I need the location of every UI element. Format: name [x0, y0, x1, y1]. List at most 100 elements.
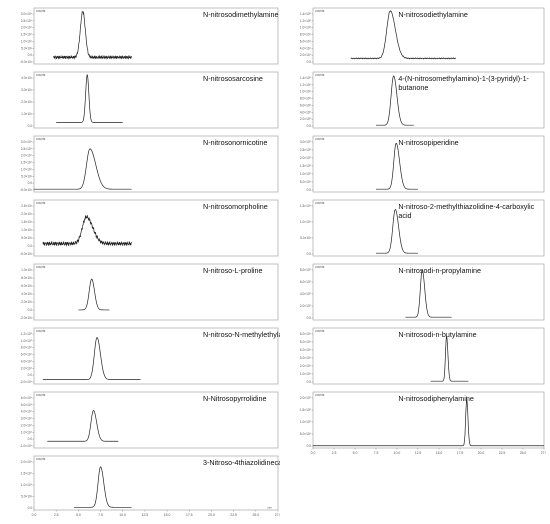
y-tick-label: 2.0×10⁵: [300, 156, 312, 160]
y-tick-label: 1.0×10³: [21, 228, 32, 232]
y-tick-label: -2.0×10⁴: [20, 380, 33, 384]
y-tick-label: 2.5×10⁴: [21, 147, 33, 151]
y-tick-label: 1.5×10³: [21, 220, 32, 224]
y-tick-label: 8.0×10⁵: [300, 97, 312, 101]
y-tick-label: 1.0×10⁴: [21, 430, 33, 434]
y-tick-label: -5.0×10³: [20, 60, 32, 64]
chromatogram-trace: [376, 209, 418, 254]
y-tick-label: 0.0: [307, 124, 312, 128]
chromatogram-trace: [376, 142, 418, 190]
y-tick-label: 8.0×10²: [21, 276, 32, 280]
corner-label: counts: [36, 137, 46, 141]
corner-label: counts: [315, 201, 325, 205]
corner-label: counts: [315, 393, 325, 397]
x-tick-label: 15.0: [436, 451, 443, 455]
x-tick-label: 27.5: [541, 451, 546, 455]
corner-label: counts: [36, 457, 46, 461]
plot-frame: [312, 199, 545, 257]
y-tick-label: 8.0×10⁵: [300, 268, 312, 272]
y-tick-label: 2.0×10⁴: [21, 423, 33, 427]
y-tick-label: 4.0×10⁵: [300, 292, 312, 296]
chromatogram-trace: [53, 10, 132, 60]
y-tick-label: 5.0×10³: [21, 46, 32, 50]
plot-frame: [312, 135, 545, 193]
x-tick-label: 25.0: [253, 513, 260, 517]
y-tick-label: 5.0×10³: [21, 174, 32, 178]
compound-title: N-nitrososarcosine: [203, 74, 263, 83]
y-tick-label: 1.0×10⁵: [300, 420, 312, 424]
compound-title: N-nitrosodi-n-propylamine: [398, 266, 481, 275]
plot-frame: [33, 7, 279, 65]
chromatogram-trace: [42, 337, 141, 380]
y-tick-label: 0.0: [307, 316, 312, 320]
x-tick-label: 12.5: [142, 513, 149, 517]
chromatogram-panel: counts 2.5×10³ 2.0×10³ 1.5×10³ 1.0×10³ 5.0×10…: [20, 199, 279, 257]
y-tick-label: 6.0×10⁴: [21, 396, 33, 400]
y-tick-label: 4.0×10⁴: [300, 348, 312, 352]
y-tick-label: -5.0×10³: [20, 188, 32, 192]
compound-title: N-nitrosomorpholine: [203, 202, 268, 211]
y-tick-label: 2.0×10³: [21, 100, 32, 104]
y-tick-label: 0.0: [307, 188, 312, 192]
y-tick-label: 1.0×10⁴: [21, 483, 33, 487]
chromatogram-trace: [42, 215, 132, 247]
y-tick-label: 4.0×10²: [21, 292, 32, 296]
compound-title: N-nitrosodimethylamine: [203, 10, 279, 19]
x-tick-label: 0.0: [311, 451, 316, 455]
y-tick-label: 1.0×10⁴: [21, 39, 33, 43]
x-tick-label: 27.5: [275, 513, 280, 517]
y-tick-label: 5.0×10⁴: [300, 180, 312, 184]
x-tick-label: 10.0: [119, 513, 126, 517]
y-tick-label: 5.0×10³: [21, 495, 32, 499]
y-tick-label: 3.0×10⁵: [300, 140, 312, 144]
y-tick-label: 0.0: [28, 244, 33, 248]
x-tick-label: 15.0: [164, 513, 171, 517]
y-tick-label: 3.0×10⁴: [21, 140, 33, 144]
x-tick-label: 22.5: [230, 513, 237, 517]
corner-label: counts: [36, 9, 46, 13]
chromatogram-trace: [78, 278, 110, 311]
y-tick-label: 2.0×10⁴: [21, 366, 33, 370]
x-tick-label: 7.5: [374, 451, 379, 455]
corner-label: counts: [315, 265, 325, 269]
y-tick-label: 0.0: [28, 308, 33, 312]
compound-title: N-nitrosodiethylamine: [398, 10, 468, 19]
chromatogram-trace: [73, 466, 132, 508]
y-tick-label: 6.0×10⁵: [300, 280, 312, 284]
y-tick-label: 2.5×10³: [21, 204, 32, 208]
y-tick-label: 3.0×10⁴: [21, 417, 33, 421]
plot-frame: [33, 135, 279, 193]
chromatogram-trace: [56, 74, 123, 123]
chromatogram-panel: counts 4.0×10³ 3.0×10³ 2.0×10³ 1.0×10³ 0.0 N-n…: [21, 71, 279, 129]
y-tick-label: 5.0×10²: [21, 236, 32, 240]
compound-title: acid: [398, 211, 411, 220]
y-tick-label: 3.0×10⁴: [21, 12, 33, 16]
y-tick-label: 1.5×10⁴: [21, 33, 33, 37]
compound-title: 3-Nitroso-4thiazolidinecarboxylic Ac.: [203, 458, 280, 467]
plot-frame: [312, 7, 545, 65]
y-tick-label: 2.0×10⁴: [300, 364, 312, 368]
y-tick-label: 2.0×10³: [21, 212, 32, 216]
y-tick-label: 4.0×10⁵: [300, 110, 312, 114]
y-tick-label: 2.5×10⁴: [21, 19, 33, 23]
chromatogram-trace: [405, 269, 452, 318]
x-tick-label: 20.0: [208, 513, 215, 517]
y-tick-label: 0.0: [307, 60, 312, 64]
x-tick-label: 20.0: [478, 451, 485, 455]
y-tick-label: 1.5×10⁵: [300, 408, 312, 412]
y-tick-label: 1.2×10⁶: [300, 83, 312, 87]
y-tick-label: 6.0×10⁵: [300, 103, 312, 107]
y-tick-label: 0.0: [307, 252, 312, 256]
chromatogram-trace: [376, 75, 414, 126]
compound-title: N-nitrosodi-n-butylamine: [398, 330, 476, 339]
y-tick-label: 1.5×10⁵: [300, 164, 312, 168]
y-tick-label: 1.4×10⁶: [300, 76, 312, 80]
